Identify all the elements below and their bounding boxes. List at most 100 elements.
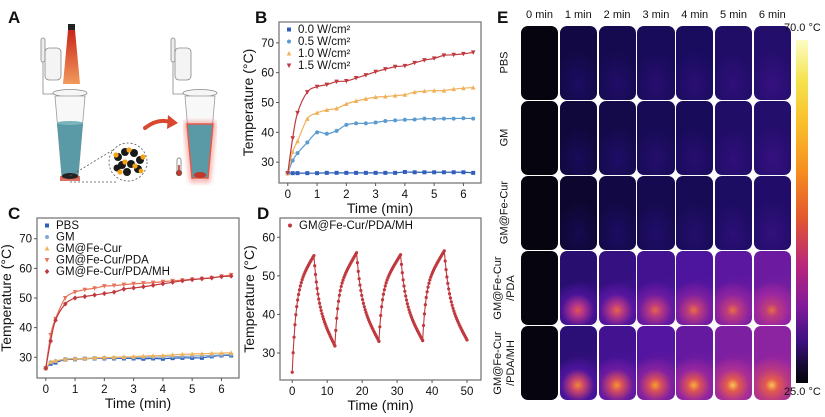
data-point xyxy=(392,93,398,98)
data-point xyxy=(295,138,300,144)
data-point xyxy=(422,116,427,121)
y-tick-label: 30 xyxy=(19,352,32,364)
x-tick-label: 3 xyxy=(130,384,136,396)
series-line xyxy=(287,86,474,174)
x-tick-label: 1 xyxy=(314,189,320,201)
y-tick-label: 60 xyxy=(262,232,275,244)
chart-c: 0 1 2 3 4 5 6 30 40 50 60 70 Time (min) Temperature (… xyxy=(0,217,240,411)
data-point xyxy=(441,53,447,58)
thermal-image xyxy=(559,251,597,325)
data-point xyxy=(383,118,388,123)
legend-marker xyxy=(45,223,49,228)
data-point xyxy=(383,94,388,99)
x-tick-label: 0 xyxy=(285,189,291,201)
data-point xyxy=(461,85,466,91)
data-point xyxy=(180,278,185,284)
data-point xyxy=(320,312,324,316)
data-point xyxy=(341,278,345,282)
data-point xyxy=(354,121,359,126)
data-point xyxy=(290,136,295,141)
column-header: 1 min xyxy=(564,9,592,21)
data-point xyxy=(319,308,323,313)
data-point xyxy=(422,88,427,94)
data-point xyxy=(380,298,385,302)
data-point xyxy=(402,117,407,122)
data-point xyxy=(441,170,446,175)
data-point xyxy=(170,279,175,285)
thermal-image xyxy=(559,176,597,250)
data-point xyxy=(199,351,205,356)
data-point xyxy=(432,116,437,121)
data-point xyxy=(290,149,295,154)
data-point xyxy=(72,290,78,295)
data-point xyxy=(363,96,369,101)
data-point xyxy=(141,281,146,286)
thermal-image xyxy=(559,326,597,400)
data-point xyxy=(377,339,381,344)
data-point xyxy=(441,88,447,93)
data-point xyxy=(318,305,322,309)
data-point xyxy=(363,308,367,312)
data-point xyxy=(141,284,146,290)
data-point xyxy=(471,170,476,175)
data-point xyxy=(470,85,476,90)
data-point xyxy=(314,280,318,284)
y-tick-label: 40 xyxy=(19,323,32,335)
data-point xyxy=(451,306,455,310)
laser-icon xyxy=(63,24,80,84)
data-point xyxy=(364,310,368,315)
data-point xyxy=(344,101,349,106)
data-point xyxy=(373,170,378,175)
data-point xyxy=(402,63,408,69)
legend-label: 1.5 W/cm² xyxy=(298,60,351,72)
data-point xyxy=(324,170,329,175)
data-point xyxy=(324,107,330,112)
thermal-image xyxy=(598,326,636,400)
panel-label-c: C xyxy=(8,204,21,223)
data-point xyxy=(344,122,349,127)
data-point xyxy=(295,305,299,309)
data-point xyxy=(382,288,386,292)
data-point xyxy=(442,249,446,253)
data-point xyxy=(63,296,68,301)
x-tick-label: 20 xyxy=(356,386,369,398)
thermometer-icon xyxy=(175,157,183,177)
thermal-image xyxy=(715,251,753,325)
colorbar xyxy=(796,40,808,383)
data-point xyxy=(383,284,387,288)
data-point xyxy=(305,171,310,176)
panel-label-a: A xyxy=(8,8,21,27)
data-point xyxy=(295,110,300,116)
data-point xyxy=(53,358,58,363)
tube-left-icon xyxy=(40,37,88,181)
data-point xyxy=(337,293,341,297)
data-point xyxy=(53,317,58,323)
row-label: GM xyxy=(499,98,512,178)
data-point xyxy=(63,301,68,307)
y-axis-label: Temperature (°C) xyxy=(0,244,14,352)
data-point xyxy=(392,64,398,70)
data-point xyxy=(373,94,378,100)
data-point xyxy=(199,355,204,360)
data-point xyxy=(344,170,349,175)
data-point xyxy=(92,355,97,360)
data-point xyxy=(354,251,359,255)
colorbar-min-label: 25.0 °C xyxy=(784,386,821,398)
data-point xyxy=(402,92,408,97)
data-point xyxy=(48,338,53,344)
data-point xyxy=(321,314,325,319)
thermal-image xyxy=(559,26,597,100)
thermal-image xyxy=(598,26,636,100)
data-point xyxy=(295,151,300,156)
data-point xyxy=(431,56,437,61)
row-label-line: GM@Fe-Cur xyxy=(492,331,504,395)
data-point xyxy=(121,282,127,288)
data-point xyxy=(285,171,291,176)
legend-label: 1.0 W/cm² xyxy=(298,48,351,60)
legend-label: GM@Fe-Cur/PDA/MH xyxy=(56,266,170,278)
thermal-image xyxy=(715,26,753,100)
thermal-image xyxy=(715,326,753,400)
data-point xyxy=(141,353,146,359)
column-header: 3 min xyxy=(642,9,670,21)
y-tick-label: 70 xyxy=(261,38,274,50)
